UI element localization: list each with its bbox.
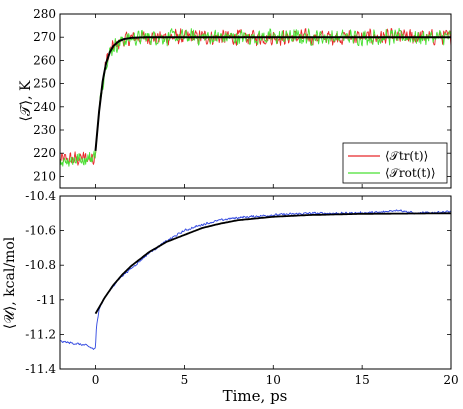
x-tick-label: 10 — [266, 373, 281, 387]
legend-label-rotational: ⟨𝒯rot(t)⟩ — [385, 166, 436, 180]
x-axis-label: Time, ps — [223, 387, 288, 405]
series-line-fit — [94, 36, 451, 151]
energy-plot-area — [60, 209, 451, 350]
series-line-1 — [60, 27, 451, 167]
energy-ticks: -11.4 -11.2 -11 -10.8 -10.6 -10.4 0 5 10 15 20 — [25, 189, 458, 387]
temperature-plot-area — [60, 27, 451, 167]
y-tick-label: 270 — [33, 30, 56, 44]
y-tick-label: -11 — [37, 293, 56, 307]
energy-panel: -11.4 -11.2 -11 -10.8 -10.6 -10.4 0 5 10 15 20 ⟨𝒰⟩… — [2, 189, 459, 405]
y-tick-label: -10.4 — [25, 189, 56, 203]
x-tick-label: 0 — [92, 373, 100, 387]
y-tick-label: 210 — [33, 169, 56, 183]
temperature-axes-frame — [59, 13, 452, 189]
temperature-panel: 210 220 230 240 250 260 270 280 ⟨𝒯⟩, K ⟨𝒯tr(t)⟩… — [18, 7, 452, 189]
energy-y-label: ⟨𝒰⟩, kcal/mol — [2, 236, 18, 329]
y-tick-label: -11.2 — [25, 327, 56, 341]
y-tick-label: -11.4 — [25, 362, 56, 376]
temperature-y-label: ⟨𝒯⟩, K — [18, 80, 34, 122]
y-tick-label: 240 — [33, 100, 56, 114]
legend-label-translational: ⟨𝒯tr(t)⟩ — [385, 149, 428, 163]
y-tick-label: 220 — [33, 146, 56, 160]
legend: ⟨𝒯tr(t)⟩ ⟨𝒯rot(t)⟩ — [342, 142, 448, 184]
legend-box — [342, 142, 448, 184]
y-tick-label: 250 — [33, 77, 56, 91]
series-line-0 — [60, 209, 451, 350]
y-tick-label: 260 — [33, 53, 56, 67]
energy-axes-frame — [59, 195, 452, 370]
x-tick-label: 20 — [443, 373, 458, 387]
temperature-ticks: 210 220 230 240 250 260 270 280 — [33, 7, 452, 188]
x-tick-label: 5 — [181, 373, 189, 387]
x-tick-label: 15 — [354, 373, 369, 387]
y-tick-label: 280 — [33, 7, 56, 21]
y-tick-label: -10.6 — [25, 224, 56, 238]
y-tick-label: -10.8 — [25, 258, 56, 272]
y-tick-label: 230 — [33, 123, 56, 137]
series-line-fit — [94, 212, 451, 315]
